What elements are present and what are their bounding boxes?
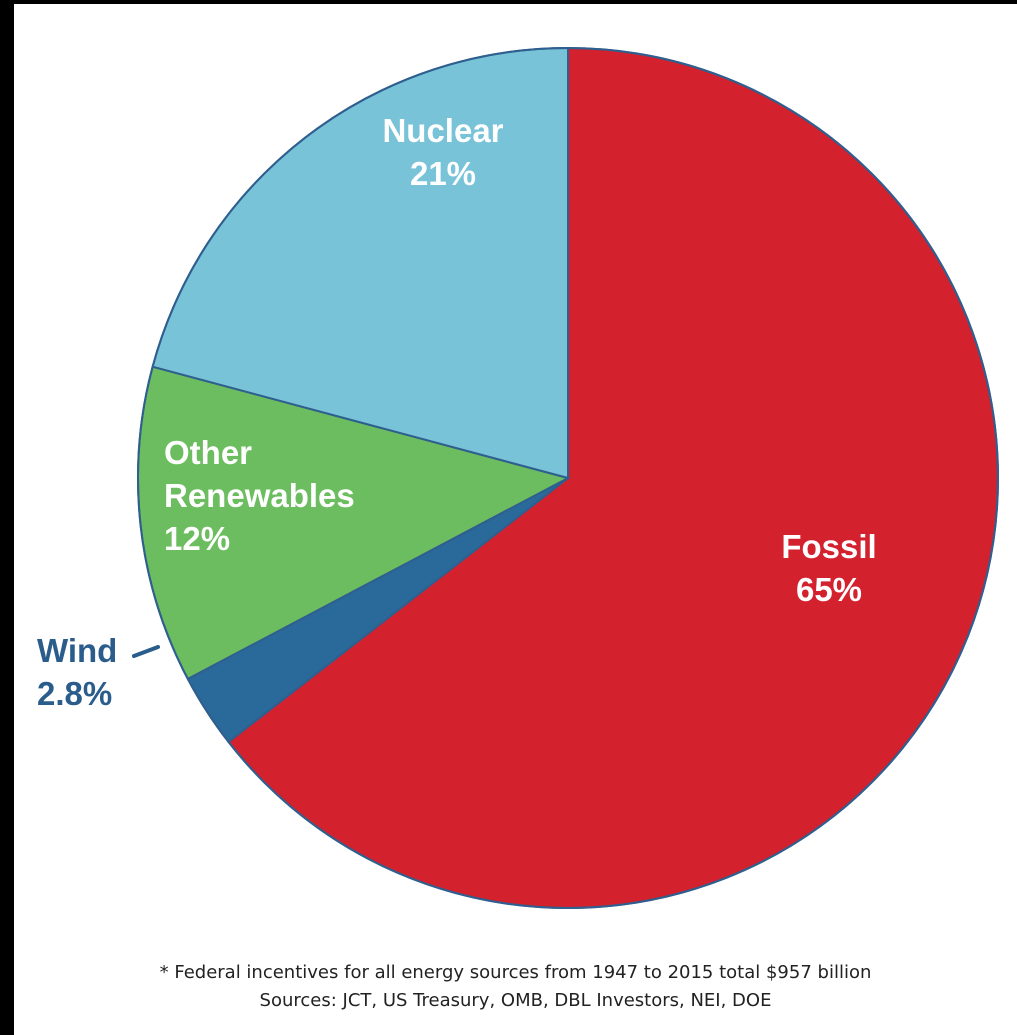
leader-lines — [132, 645, 160, 658]
slice-name-other: Renewables — [164, 477, 355, 514]
slice-value-nuclear: 21% — [410, 155, 476, 192]
slice-name-wind: Wind — [37, 632, 117, 669]
slice-name-other: Other — [164, 434, 252, 471]
slice-label-nuclear: Nuclear 21% — [382, 112, 503, 192]
footnote-incentives: * Federal incentives for all energy sour… — [159, 962, 872, 983]
slice-name-fossil: Fossil — [781, 528, 876, 565]
pie-slices — [137, 46, 999, 909]
leader-line-wind — [132, 645, 160, 658]
slice-label-other: Other Renewables 12% — [164, 434, 355, 557]
slice-label-fossil: Fossil 65% — [781, 528, 876, 608]
slice-labels: Fossil 65% Wind 2.8% Other Renewables 12% Nucle… — [37, 112, 877, 712]
pie-outline — [137, 47, 999, 909]
slice-label-wind: Wind 2.8% — [37, 632, 117, 712]
slice-value-wind: 2.8% — [37, 675, 112, 712]
slice-name-nuclear: Nuclear — [382, 112, 503, 149]
slice-value-fossil: 65% — [796, 571, 862, 608]
slice-value-other: 12% — [164, 520, 230, 557]
footnote-sources: Sources: JCT, US Treasury, OMB, DBL Inve… — [259, 990, 772, 1011]
